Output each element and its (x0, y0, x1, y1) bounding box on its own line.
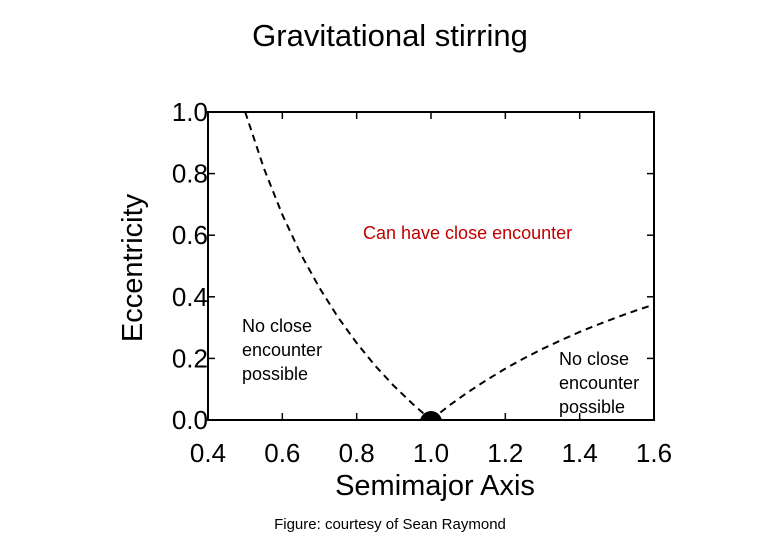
x-tick-label: 0.6 (264, 438, 300, 468)
planet-point (420, 411, 442, 420)
x-axis-label: Semimajor Axis (335, 470, 535, 502)
y-tick-label: 0.4 (172, 282, 208, 312)
x-tick-label: 1.2 (487, 438, 523, 468)
annotation-no-encounter-right: No close encounter possible (559, 349, 640, 417)
x-tick-label: 1.4 (562, 438, 598, 468)
y-tick-label: 1.0 (172, 97, 208, 127)
x-tick-label: 0.4 (190, 438, 226, 468)
figure-credit: Figure: courtesy of Sean Raymond (274, 516, 506, 533)
annotation-no-encounter-left: No close encounter possible (242, 316, 323, 384)
chart-title: Gravitational stirring (252, 18, 528, 53)
series-line-2 (430, 303, 654, 420)
y-tick-label: 0.6 (172, 220, 208, 250)
y-tick-label: 0.8 (172, 159, 208, 189)
y-axis-label: Eccentricity (117, 193, 149, 342)
annotation-close-encounter: Can have close encounter (363, 223, 573, 243)
y-tick-label: 0.2 (172, 343, 208, 373)
x-tick-label: 1.6 (636, 438, 672, 468)
y-tick-label: 0.0 (172, 405, 208, 435)
x-tick-label: 0.8 (339, 438, 375, 468)
x-tick-label: 1.0 (413, 438, 449, 468)
